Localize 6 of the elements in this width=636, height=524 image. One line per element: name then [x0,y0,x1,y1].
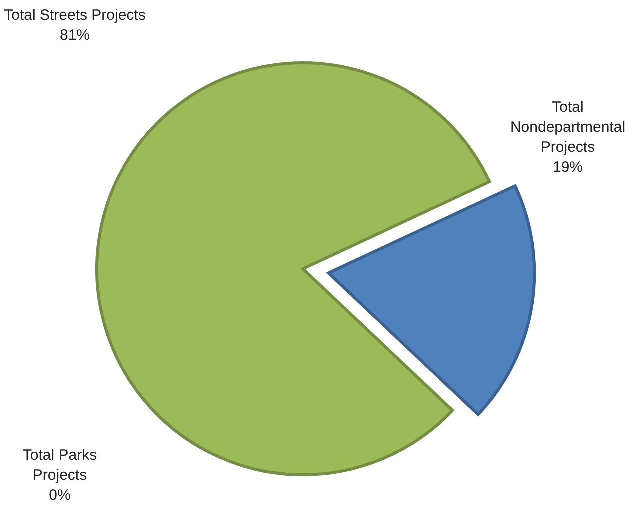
slice-label: Total Streets Projects [4,7,146,24]
text: 0% [49,487,71,504]
category-label: Total Parks Projects [22,447,98,484]
data-label: 81% [60,27,90,44]
slice-label: Total Nondepartmental Projects [510,99,626,156]
data-label: 19% [552,159,584,176]
